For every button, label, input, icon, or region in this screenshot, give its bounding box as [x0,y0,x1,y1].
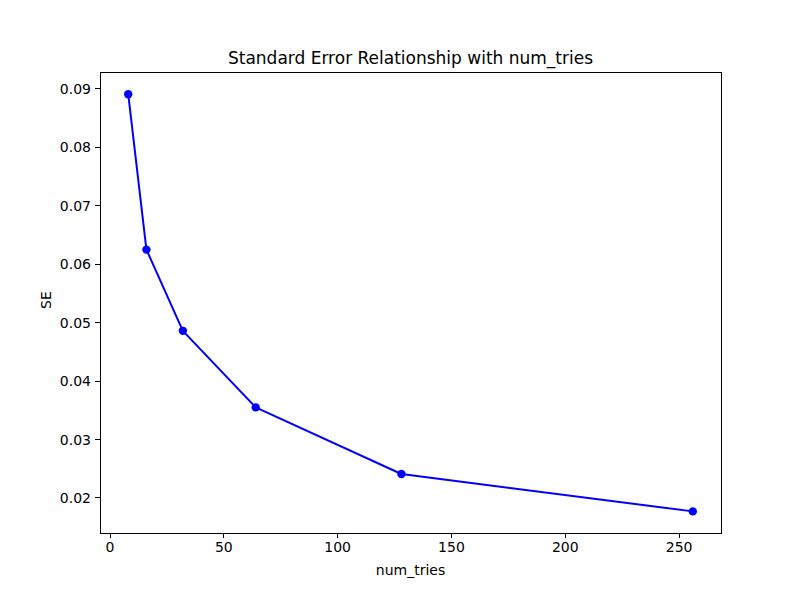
x-tick-label: 150 [438,539,465,555]
plot-area: 0 50 100 150 200 250 0.02 0.03 0.04 0.05 0.06 0.07 0… [0,0,800,600]
x-axis-label: num_tries [100,562,721,578]
data-line [128,94,693,511]
figure: 0 50 100 150 200 250 0.02 0.03 0.04 0.05 0.06 0.07 0… [0,0,800,600]
data-point [124,90,132,98]
x-tick-label: 250 [666,539,693,555]
data-point [397,470,405,478]
x-tick-label: 50 [215,539,233,555]
chart-title: Standard Error Relationship with num_tri… [100,48,721,68]
data-point [252,403,260,411]
y-tick-label: 0.06 [60,256,91,272]
x-tick-label: 100 [324,539,351,555]
y-tick-label: 0.08 [60,139,91,155]
data-point [179,327,187,335]
y-tick-label: 0.04 [60,373,91,389]
y-tick-label: 0.09 [60,81,91,97]
y-tick-label: 0.05 [60,315,91,331]
x-tick-label: 0 [106,539,115,555]
x-tick-label: 200 [552,539,579,555]
y-tick-label: 0.07 [60,198,91,214]
axes-frame [100,72,721,533]
y-tick-label: 0.03 [60,432,91,448]
y-axis-label: SE [38,280,54,320]
data-point [142,245,150,253]
y-tick-label: 0.02 [60,490,91,506]
data-point [689,507,697,515]
